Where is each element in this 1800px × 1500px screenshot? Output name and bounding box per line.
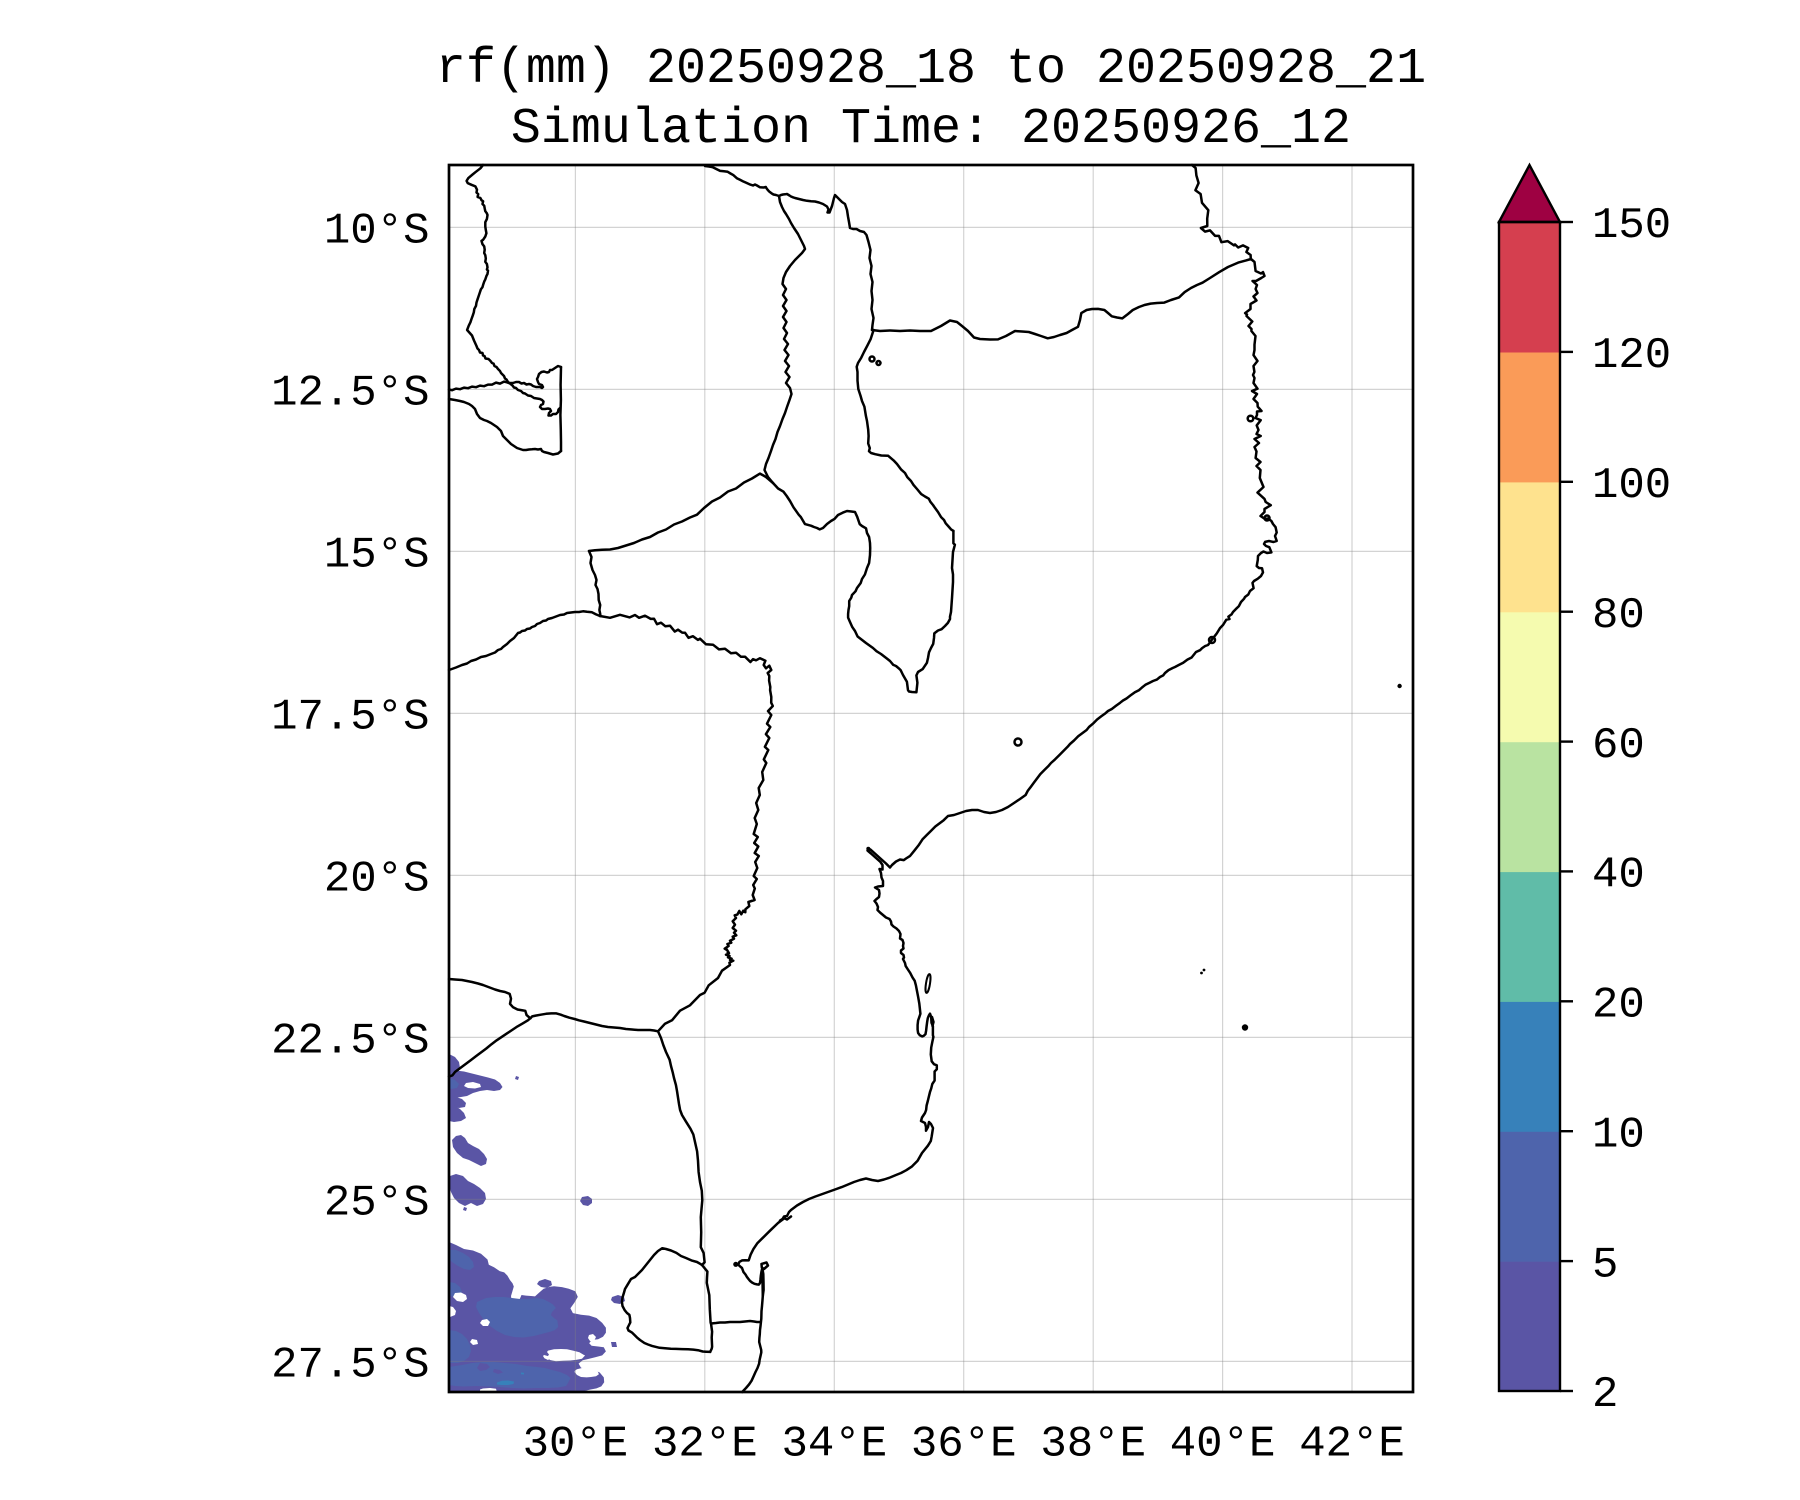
svg-text:17.5°S: 17.5°S [271,693,429,743]
svg-text:10°S: 10°S [324,207,430,257]
svg-text:42°E: 42°E [1299,1420,1405,1470]
svg-text:40: 40 [1592,851,1645,901]
svg-text:2: 2 [1592,1370,1618,1420]
svg-text:20°S: 20°S [324,855,430,905]
svg-text:36°E: 36°E [911,1420,1017,1470]
svg-text:27.5°S: 27.5°S [271,1341,429,1391]
svg-text:Simulation Time: 20250926_12: Simulation Time: 20250926_12 [511,101,1351,158]
svg-text:120: 120 [1592,331,1671,381]
svg-text:38°E: 38°E [1040,1420,1146,1470]
svg-text:10: 10 [1592,1110,1645,1160]
svg-text:30°E: 30°E [523,1420,629,1470]
svg-text:80: 80 [1592,591,1645,641]
svg-text:25°S: 25°S [324,1179,430,1229]
svg-text:60: 60 [1592,721,1645,771]
svg-text:rf(mm) 20250928_18 to 20250928: rf(mm) 20250928_18 to 20250928_21 [436,41,1426,98]
svg-text:40°E: 40°E [1170,1420,1276,1470]
svg-text:32°E: 32°E [652,1420,758,1470]
svg-text:5: 5 [1592,1240,1618,1290]
svg-text:22.5°S: 22.5°S [271,1017,429,1067]
svg-text:12.5°S: 12.5°S [271,369,429,419]
svg-text:34°E: 34°E [781,1420,887,1470]
svg-text:150: 150 [1592,201,1671,251]
svg-text:100: 100 [1592,461,1671,511]
svg-text:15°S: 15°S [324,531,430,581]
svg-text:20: 20 [1592,981,1645,1031]
